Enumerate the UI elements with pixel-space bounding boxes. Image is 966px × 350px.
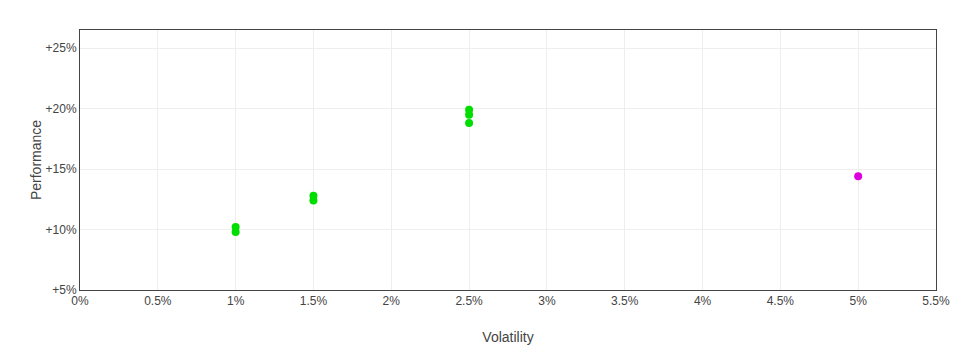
svg-text:+25%: +25%: [46, 41, 77, 55]
svg-text:Volatility: Volatility: [482, 329, 533, 345]
svg-text:3.5%: 3.5%: [611, 294, 639, 308]
svg-text:2%: 2%: [383, 294, 401, 308]
svg-text:0.5%: 0.5%: [144, 294, 172, 308]
svg-text:5%: 5%: [850, 294, 868, 308]
svg-text:+10%: +10%: [46, 223, 77, 237]
svg-text:+15%: +15%: [46, 162, 77, 176]
svg-text:4%: 4%: [694, 294, 712, 308]
svg-text:5.5%: 5.5%: [922, 294, 950, 308]
svg-text:2.5%: 2.5%: [455, 294, 483, 308]
svg-text:0%: 0%: [71, 294, 89, 308]
svg-text:4.5%: 4.5%: [767, 294, 795, 308]
svg-text:Performance: Performance: [28, 120, 44, 200]
svg-text:3%: 3%: [538, 294, 556, 308]
svg-text:+5%: +5%: [52, 283, 77, 297]
svg-text:1.5%: 1.5%: [300, 294, 328, 308]
svg-text:1%: 1%: [227, 294, 245, 308]
svg-text:+20%: +20%: [46, 102, 77, 116]
